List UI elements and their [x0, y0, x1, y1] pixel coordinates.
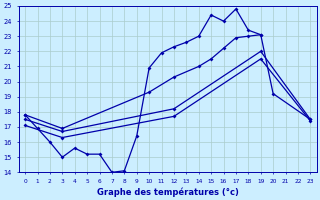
X-axis label: Graphe des températures (°c): Graphe des températures (°c): [97, 187, 239, 197]
